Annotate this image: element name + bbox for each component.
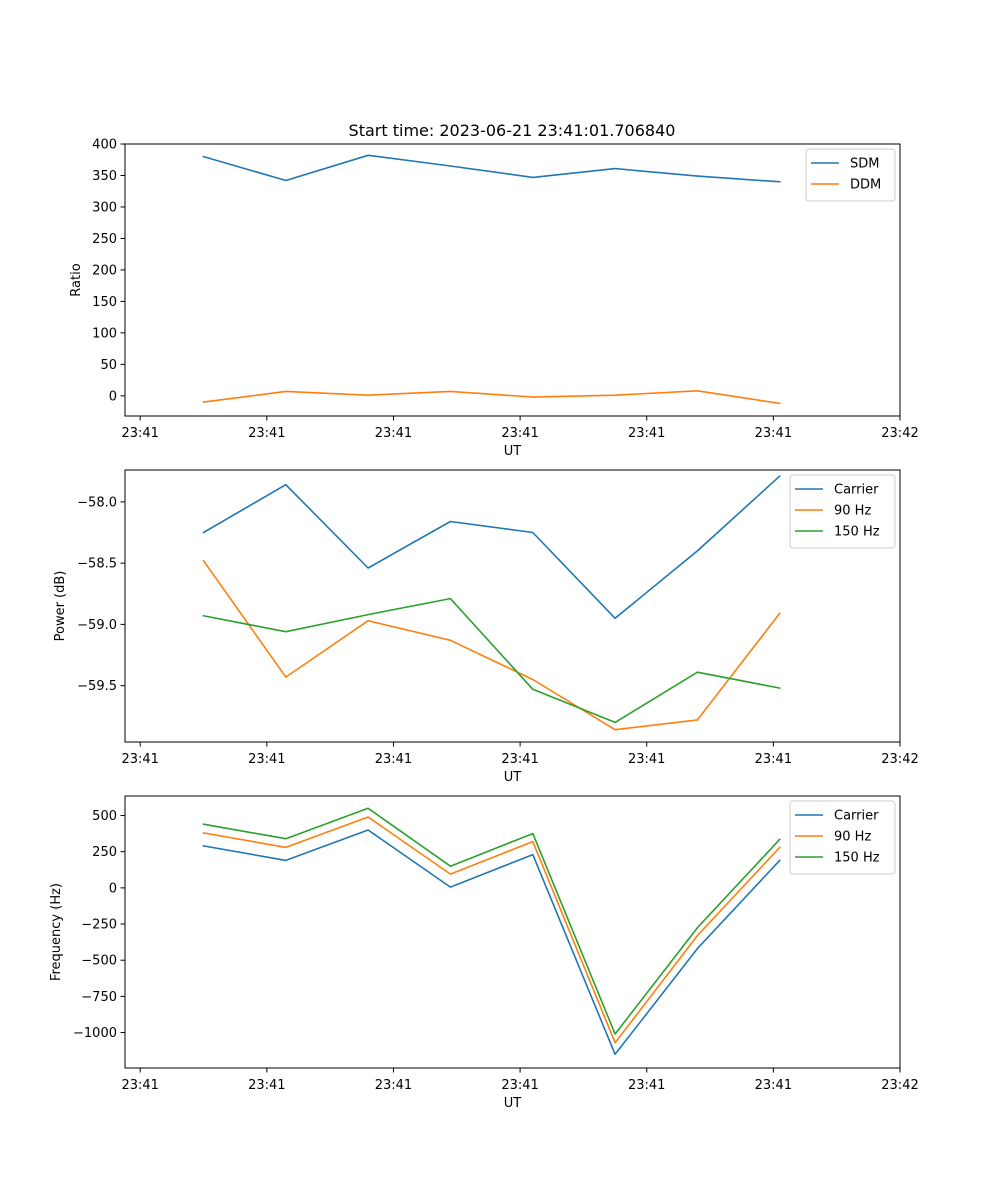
legend: Carrier 90 Hz 150 Hz [789, 474, 896, 549]
x-tick-label: 23:41 [628, 752, 665, 767]
legend-entry: Carrier [834, 483, 879, 498]
y-tick-label: 0 [109, 389, 117, 404]
chart-panel-3: 23:41 23:41 23:41 23:41 23:41 23:41 23:42 500 25… [49, 795, 919, 1111]
y-tick-label: 50 [100, 358, 117, 373]
x-tick-label: 23:42 [881, 752, 918, 767]
y-tick-label: −250 [81, 918, 117, 933]
legend-box [789, 800, 896, 875]
y-tick-label: 0 [109, 881, 117, 896]
y-tick-label: 250 [92, 232, 117, 247]
y-axis-label: Power (dB) [53, 571, 68, 642]
x-tick-label: 23:41 [755, 426, 792, 441]
y-tick-label: 100 [92, 326, 117, 341]
y-axis-label: Frequency (Hz) [49, 883, 64, 981]
y-tick-label: 150 [92, 295, 117, 310]
y-tick-label: −750 [81, 990, 117, 1005]
series-line-carrier [202, 474, 781, 620]
x-tick-label: 23:41 [628, 1078, 665, 1093]
series-line-ddm [202, 389, 781, 405]
y-tick-label: −59.5 [77, 679, 117, 694]
axes-frame [124, 469, 901, 743]
x-tick-label: 23:41 [755, 752, 792, 767]
x-tick-label: 23:41 [121, 752, 158, 767]
series-line-150-hz [202, 807, 781, 1035]
y-tick-label: 200 [92, 263, 117, 278]
y-tick-label: 350 [92, 169, 117, 184]
x-tick-label: 23:41 [501, 752, 538, 767]
y-tick-label: −58.0 [77, 495, 117, 510]
x-axis-label: UT [504, 444, 522, 459]
legend-entry: SDM [850, 157, 879, 172]
x-tick-label: 23:41 [248, 752, 285, 767]
chart-panel-2: 23:41 23:41 23:41 23:41 23:41 23:41 23:42 −58.0… [53, 469, 919, 785]
x-tick-label: 23:41 [501, 426, 538, 441]
legend-box [789, 474, 896, 549]
legend-entry: 90 Hz [834, 504, 871, 519]
y-tick-label: −58.5 [77, 557, 117, 572]
figure-title: Start time: 2023-06-21 23:41:01.706840 [349, 121, 676, 140]
y-tick-label: −59.0 [77, 618, 117, 633]
series-line-150-hz [202, 597, 781, 724]
x-tick-label: 23:41 [375, 426, 412, 441]
y-tick-label: 500 [92, 809, 117, 824]
legend-entry: 150 Hz [834, 851, 880, 866]
x-tick-label: 23:42 [881, 1078, 918, 1093]
x-tick-label: 23:41 [121, 1078, 158, 1093]
x-tick-label: 23:41 [248, 426, 285, 441]
legend-box [805, 148, 896, 202]
y-tick-label: −1000 [73, 1026, 117, 1041]
series-line-sdm [202, 154, 781, 183]
x-tick-label: 23:41 [121, 426, 158, 441]
series-line-90-hz [202, 816, 781, 1044]
x-tick-label: 23:41 [755, 1078, 792, 1093]
x-tick-label: 23:41 [248, 1078, 285, 1093]
legend-entry: DDM [850, 178, 881, 193]
y-tick-label: 300 [92, 200, 117, 215]
y-tick-label: −500 [81, 954, 117, 969]
x-tick-label: 23:42 [881, 426, 918, 441]
axes-frame [124, 795, 901, 1069]
legend: Carrier 90 Hz 150 Hz [789, 800, 896, 875]
legend: SDM DDM [805, 148, 896, 202]
x-axis-label: UT [504, 1096, 522, 1111]
chart-panel-1: 23:41 23:41 23:41 23:41 23:41 23:41 23:42 0 50 10… [69, 138, 919, 460]
series-line-90-hz [202, 559, 781, 731]
legend-entry: Carrier [834, 809, 879, 824]
series-line-carrier [202, 829, 781, 1056]
legend-entry: 150 Hz [834, 525, 880, 540]
y-tick-label: 400 [92, 138, 117, 153]
x-tick-label: 23:41 [375, 752, 412, 767]
x-tick-label: 23:41 [375, 1078, 412, 1093]
x-tick-label: 23:41 [628, 426, 665, 441]
legend-entry: 90 Hz [834, 830, 871, 845]
x-axis-label: UT [504, 770, 522, 785]
x-tick-label: 23:41 [501, 1078, 538, 1093]
y-axis-label: Ratio [69, 263, 84, 296]
axes-frame [124, 143, 901, 417]
y-tick-label: 250 [92, 845, 117, 860]
